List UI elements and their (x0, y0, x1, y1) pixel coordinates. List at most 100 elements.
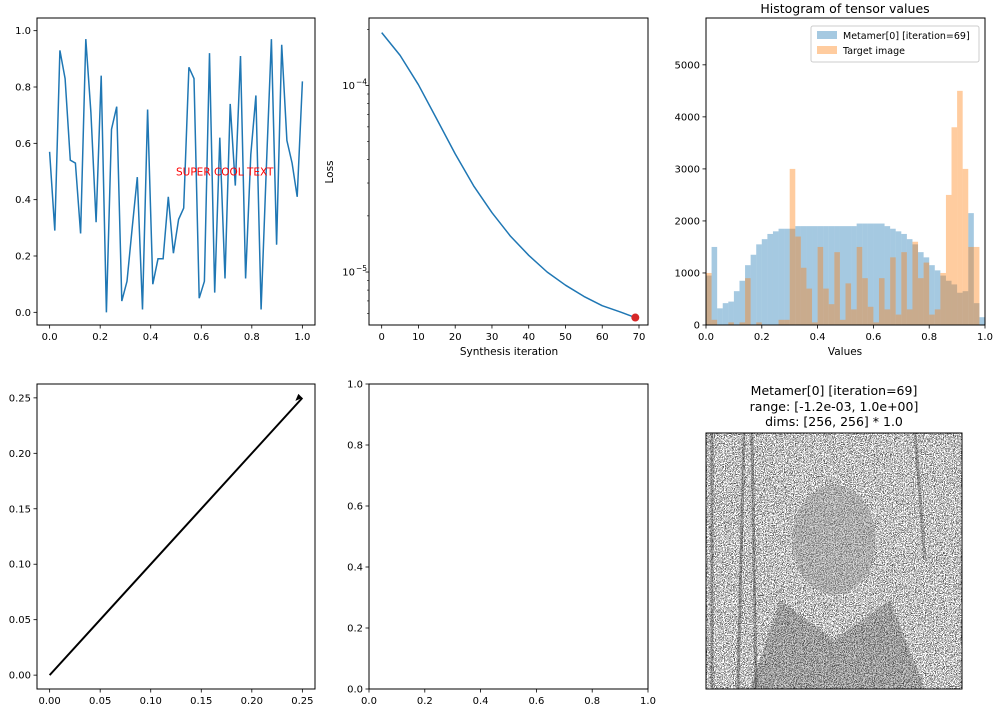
x-tick-label: 0.8 (584, 696, 600, 707)
metamer-hist-bar (839, 226, 846, 325)
metamer-hist-bar (778, 228, 785, 325)
target-hist-bar (968, 246, 974, 325)
metamer-hist-bar (884, 226, 891, 325)
image-title-line-1: Metamer[0] [iteration=69] (751, 383, 918, 398)
y-tick-label: 1.0 (15, 26, 31, 37)
metamer-hist-bar (912, 244, 919, 325)
target-hist-bar (934, 309, 941, 325)
metamer-hist-bar (962, 291, 969, 325)
x-tick-label: 0.4 (473, 696, 489, 707)
target-hist-bar (817, 246, 824, 325)
target-hist-bar (895, 314, 902, 325)
y-axis-label: Loss (324, 160, 336, 183)
metamer-hist-bar (878, 223, 885, 325)
y-tick-exponent: −5 (356, 264, 367, 273)
y-tick-label: 4000 (675, 112, 700, 123)
x-tick-label: 1.0 (294, 332, 310, 343)
x-ticks: 0.0 0.2 0.4 0.6 0.8 1.0 (698, 325, 993, 343)
x-tick-label: 0.0 (361, 696, 377, 707)
y-tick-label: 1000 (675, 268, 700, 279)
metamer-hist-bar (823, 226, 829, 325)
metamer-hist-bar (706, 275, 712, 325)
y-ticks: 0.00 0.05 0.10 0.15 0.20 0.25 (9, 393, 37, 682)
x-tick-label: 0.0 (698, 332, 714, 343)
target-hist-bar (745, 278, 751, 325)
metamer-hist-bar (973, 303, 980, 325)
legend-box (810, 25, 980, 63)
y-tick-label: 5000 (675, 60, 700, 71)
target-hist-bar (834, 252, 840, 325)
loss-line (381, 32, 636, 319)
metamer-hist-bar (929, 265, 935, 325)
metamer-hist-bar (945, 280, 952, 325)
x-tick-label: 0.8 (244, 332, 260, 343)
metamer-hist-bar (795, 226, 801, 325)
x-tick-label: 0.20 (241, 696, 263, 707)
target-hist-bar (728, 322, 734, 325)
x-tick-label: 30 (486, 332, 499, 343)
target-hist-bar (929, 314, 935, 325)
target-hist-bar (873, 322, 879, 325)
x-tick-label: 0.2 (92, 332, 108, 343)
y-tick-label: 0.6 (347, 502, 363, 513)
x-tick-label: 0.4 (143, 332, 159, 343)
legend-swatch-metamer (817, 31, 837, 39)
metamer-hist-bar (717, 308, 723, 325)
metamer-hist-bar (873, 223, 879, 325)
axes-background (706, 18, 985, 325)
y-tick-label: 0.4 (347, 563, 363, 574)
metamer-hist-bar (722, 303, 729, 325)
metamer-hist-bar (940, 275, 946, 325)
metamer-hist-bar (851, 226, 857, 325)
x-ticks: 0.00 0.05 0.10 0.15 0.20 0.25 (39, 689, 313, 707)
y-tick-label: 0.10 (9, 560, 31, 571)
target-hist-bar (795, 236, 801, 325)
metamer-hist-bar (761, 239, 768, 325)
y-ticks: 0.0 0.2 0.4 0.6 0.8 1.0 (15, 26, 37, 319)
target-hist-bar (789, 168, 796, 325)
metamer-hist-bar (923, 257, 930, 325)
current-iteration-marker (631, 313, 640, 322)
x-ticks: 0.0 0.2 0.4 0.6 0.8 1.0 (42, 325, 310, 343)
plot-marks (706, 90, 985, 325)
target-hist-bar (957, 90, 963, 325)
target-hist-bar (945, 194, 952, 325)
y-tick-label: 3000 (675, 164, 700, 175)
metamer-hist-bar (934, 270, 941, 325)
y-tick-label: 0 (694, 321, 700, 332)
y-tick-label: 0.2 (347, 624, 363, 635)
y-tick-exponent: −4 (356, 77, 367, 86)
target-hist-bar (940, 272, 946, 325)
metamer-hist-bar (895, 231, 902, 325)
x-tick-label: 0.0 (42, 332, 58, 343)
target-hist-bar (867, 306, 874, 325)
y-tick-label: 0.25 (9, 393, 31, 404)
metamer-hist-bar (856, 223, 863, 325)
metamer-image (706, 433, 962, 689)
x-axis-label: Synthesis iteration (460, 346, 558, 358)
plot-marks (48, 39, 304, 313)
target-hist-bar (906, 309, 913, 325)
metamer-hist-bar (812, 226, 818, 325)
axes-frame (705, 17, 986, 326)
y-tick-label: 1.0 (347, 380, 363, 391)
image-frame (705, 432, 963, 690)
target-hist-bar (878, 278, 885, 325)
legend-swatch-target (817, 46, 837, 54)
metamer-hist-bar (867, 223, 874, 325)
x-ticks: 0.0 0.2 0.4 0.6 0.8 1.0 (361, 689, 656, 707)
target-hist-bar (806, 288, 813, 325)
target-hist-bar (839, 319, 846, 325)
x-tick-label: 70 (633, 332, 646, 343)
target-hist-bar (951, 127, 958, 325)
y-tick-label: 0.6 (15, 139, 31, 150)
y-tick-label: 0.0 (347, 685, 363, 696)
target-hist-bar (890, 257, 896, 325)
target-hist-bar (706, 272, 712, 325)
x-tick-label: 0.2 (417, 696, 433, 707)
legend-label-metamer: Metamer[0] [iteration=69] (843, 31, 970, 42)
y-tick-label: 10 (342, 81, 355, 92)
target-hist-bar (711, 319, 718, 325)
panel-loss: 0 10 20 30 40 50 60 70 10−410−5 Synthesis itera… (324, 17, 649, 358)
